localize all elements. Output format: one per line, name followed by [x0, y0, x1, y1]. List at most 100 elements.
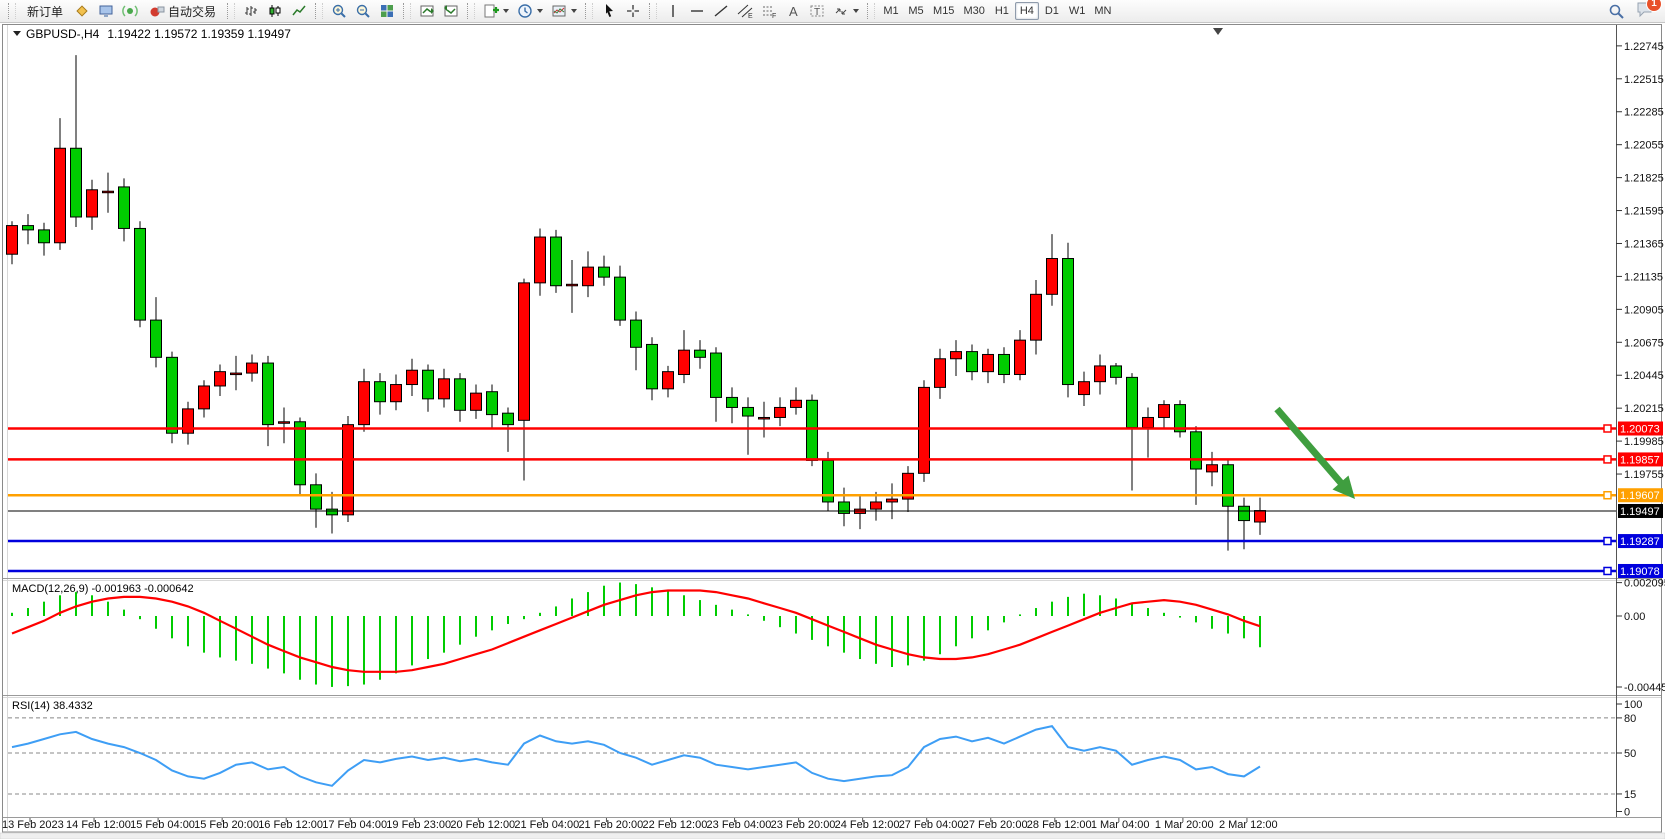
toolbar-grip[interactable] — [403, 3, 412, 19]
zoom-out-icon[interactable] — [351, 1, 375, 21]
candle — [102, 172, 114, 213]
trendline-tool-icon[interactable] — [709, 1, 733, 21]
toolbar-grip[interactable] — [649, 3, 658, 19]
fibonacci-tool-icon[interactable]: F — [757, 1, 781, 21]
candle-body — [934, 358, 946, 388]
cursor-tool-icon[interactable] — [597, 1, 621, 21]
hline-handle[interactable] — [1603, 455, 1612, 464]
vertical-line-tool-icon[interactable] — [661, 1, 685, 21]
line-chart-icon[interactable] — [287, 1, 311, 21]
time-label: 27 Feb 04:00 — [899, 819, 964, 831]
time-label: 27 Feb 20:00 — [963, 819, 1028, 831]
hline-handle[interactable] — [1603, 490, 1612, 500]
search-icon[interactable] — [1604, 1, 1629, 21]
toolbar-grip[interactable] — [585, 3, 594, 19]
periods-clock-button[interactable] — [513, 1, 547, 21]
hline-handle[interactable] — [1603, 424, 1612, 433]
indicator-window-icon[interactable] — [415, 1, 439, 21]
chart-window-icon[interactable] — [94, 1, 118, 21]
main-chart-panel[interactable] — [3, 25, 1661, 818]
candle-body — [1110, 365, 1122, 378]
candle-body — [374, 381, 386, 403]
toolbar-grip[interactable] — [315, 3, 324, 19]
price-axis[interactable]: 1.22745 1.22515 1.22285 1.22055 1.21825 1.215… — [1616, 41, 1664, 481]
candle — [966, 344, 978, 381]
auto-trading-button[interactable]: 自动交易 — [142, 1, 223, 21]
candle — [22, 214, 34, 245]
timeframe-M30[interactable]: M30 — [959, 2, 988, 20]
time-label: 15 Feb 20:00 — [194, 819, 259, 831]
candlestick-chart-icon[interactable] — [263, 1, 287, 21]
zoom-in-icon[interactable] — [327, 1, 351, 21]
candle — [678, 330, 690, 384]
timeframe-MN[interactable]: MN — [1090, 2, 1115, 20]
hline-1.19857[interactable]: 1.19857 — [8, 452, 1663, 467]
crosshair-tool-icon[interactable] — [621, 1, 645, 21]
new-order-label: 新订单 — [27, 4, 64, 19]
hline-1.20073[interactable]: 1.20073 — [8, 421, 1663, 436]
candle-body — [838, 501, 850, 514]
hline-1.19078[interactable]: 1.19078 — [8, 563, 1663, 578]
gold-diamond-icon[interactable] — [70, 1, 94, 21]
candle — [278, 407, 290, 444]
price-label: 1.19985 — [1624, 436, 1664, 448]
tile-windows-icon[interactable] — [375, 1, 399, 21]
candle-body — [326, 508, 338, 516]
new-order-button[interactable]: 新订单 — [20, 1, 70, 21]
hline-1.19287[interactable]: 1.19287 — [8, 534, 1663, 549]
chart-shift-marker-icon[interactable] — [1213, 28, 1223, 35]
arrow-shaft[interactable] — [1274, 406, 1344, 486]
candle-body — [1014, 339, 1026, 376]
toolbar-grip[interactable] — [467, 3, 476, 19]
trend-arrow-annotation[interactable] — [1274, 406, 1356, 500]
candle-body — [390, 384, 402, 403]
candle — [742, 397, 754, 455]
macd-axis-label: -0.004455 — [1624, 682, 1665, 694]
hline-price-badge — [1618, 488, 1663, 503]
bars-chart-icon[interactable] — [239, 1, 263, 21]
notifications-chat-button[interactable]: 1 — [1635, 0, 1662, 23]
timeframe-W1[interactable]: W1 — [1065, 2, 1090, 20]
candle-body — [998, 353, 1010, 376]
timeframe-M1[interactable]: M1 — [879, 2, 903, 20]
arrows-tool-button[interactable] — [829, 1, 863, 21]
candle — [902, 466, 914, 512]
equidistant-channel-tool-icon[interactable]: E — [733, 1, 757, 21]
text-label-tool-icon[interactable]: T — [805, 1, 829, 21]
candle-body — [598, 266, 610, 278]
horizontal-line-tool-icon[interactable] — [685, 1, 709, 21]
time-axis[interactable]: 13 Feb 2023 14 Feb 12:00 15 Feb 04:00 15 Fe… — [2, 818, 1278, 831]
timeframe-H1[interactable]: H1 — [990, 2, 1014, 20]
add-indicator-button[interactable] — [479, 1, 513, 21]
svg-text:A: A — [789, 4, 798, 19]
candle-body — [694, 349, 706, 358]
timeframe-M5[interactable]: M5 — [904, 2, 928, 20]
chevron-down-icon — [853, 9, 860, 13]
arrow-head-icon[interactable] — [1332, 475, 1356, 500]
status-strip — [0, 832, 1665, 839]
signals-icon[interactable] — [118, 1, 142, 21]
candle-body — [1174, 404, 1186, 433]
timeframe-M15[interactable]: M15 — [929, 2, 958, 20]
symbol-dropdown-icon[interactable] — [13, 31, 21, 36]
candle-body — [150, 319, 162, 358]
indicator-list-icon[interactable] — [439, 1, 463, 21]
rsi-panel[interactable]: 100 80 50 15 0 — [8, 699, 1642, 819]
timeframe-H4[interactable]: H4 — [1014, 2, 1039, 20]
candle — [86, 179, 98, 230]
text-tool-icon[interactable]: A — [781, 1, 805, 21]
candle — [470, 384, 482, 419]
candle — [534, 228, 546, 296]
candle-body — [486, 391, 498, 416]
hline-handle[interactable] — [1603, 536, 1612, 546]
candle — [1014, 330, 1026, 381]
candle-body — [38, 229, 50, 244]
toolbar-grip[interactable] — [227, 3, 236, 19]
templates-button[interactable] — [547, 1, 581, 21]
candle — [886, 483, 898, 520]
timeframe-D1[interactable]: D1 — [1040, 2, 1064, 20]
macd-panel[interactable]: 0.002095 0.00 -0.004455 — [11, 578, 1665, 694]
toolbar-grip[interactable] — [867, 3, 876, 19]
toolbar-grip[interactable] — [8, 3, 16, 19]
hline-handle[interactable] — [1603, 566, 1612, 576]
